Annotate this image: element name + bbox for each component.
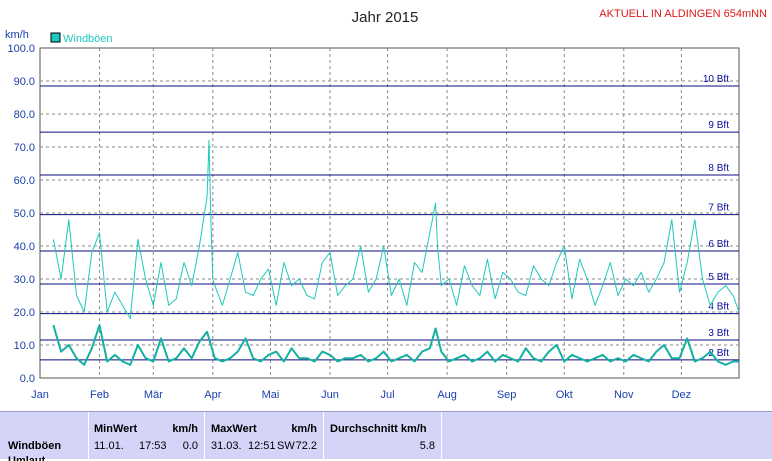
y-tick-label: 70.0 xyxy=(14,142,35,154)
x-tick-label: Nov xyxy=(614,389,634,401)
x-tick-label: Apr xyxy=(204,389,221,401)
max-value: 72.2 xyxy=(295,440,317,452)
station-label: AKTUELL IN ALDINGEN 654mNN xyxy=(599,8,767,20)
avg-header: Durchschnitt km/h xyxy=(330,423,427,435)
stats-avg-cell: Durchschnitt km/h 5.8 xyxy=(324,412,442,459)
y-tick-label: 10.0 xyxy=(14,340,35,352)
avg-value: 5.8 xyxy=(419,440,435,452)
y-tick-label: 20.0 xyxy=(14,307,35,319)
beaufort-label: 2 Bft xyxy=(708,348,729,359)
y-tick-label: 30.0 xyxy=(14,274,35,286)
chart-title: Jahr 2015 xyxy=(352,9,419,26)
max-direction: SW xyxy=(277,440,295,452)
x-tick-label: Jan xyxy=(31,389,49,401)
series-line-mean xyxy=(52,324,739,366)
stats-min-cell: MinWert km/h 11.01. 17:53 0.0 xyxy=(89,412,205,459)
y-tick-label: 0.0 xyxy=(20,373,35,385)
beaufort-label: 10 Bft xyxy=(703,74,729,85)
x-tick-label: Aug xyxy=(437,389,457,401)
series-line-windboeen xyxy=(52,139,740,320)
wind-chart: Jahr 2015 AKTUELL IN ALDINGEN 654mNN km/… xyxy=(5,8,767,401)
y-axis-label: km/h xyxy=(5,29,29,41)
x-tick-label: Mai xyxy=(262,389,280,401)
min-value: 0.0 xyxy=(182,440,198,452)
max-header: MaxWert xyxy=(211,423,257,435)
y-tick-label: 60.0 xyxy=(14,175,35,187)
min-time: 17:53 xyxy=(139,440,167,452)
beaufort-label: 6 Bft xyxy=(708,239,729,250)
max-date: 31.03. xyxy=(211,440,242,452)
y-tick-label: 40.0 xyxy=(14,241,35,253)
max-time: 12:51 xyxy=(248,440,276,452)
legend-swatch xyxy=(50,32,61,43)
min-unit: km/h xyxy=(172,423,198,435)
beaufort-label: 5 Bft xyxy=(708,272,729,283)
y-tick-label: 100.0 xyxy=(7,43,35,55)
x-tick-label: Okt xyxy=(556,389,573,401)
legend-entry: Windböen xyxy=(63,33,113,45)
x-tick-label: Jul xyxy=(381,389,395,401)
stats-row-label: Windböen xyxy=(8,440,62,452)
stats-panel: Windböen Umlaut MinWert km/h 11.01. 17:5… xyxy=(0,411,772,461)
min-date: 11.01. xyxy=(94,440,124,452)
x-tick-label: Sep xyxy=(497,389,517,401)
y-tick-label: 50.0 xyxy=(14,208,35,220)
beaufort-label: 4 Bft xyxy=(708,302,729,313)
x-tick-label: Jun xyxy=(321,389,339,401)
x-tick-label: Dez xyxy=(672,389,692,401)
y-tick-label: 80.0 xyxy=(14,109,35,121)
stats-max-cell: MaxWert km/h 31.03. 12:51 SW 72.2 xyxy=(205,412,324,459)
x-tick-label: Feb xyxy=(90,389,109,401)
y-tick-label: 90.0 xyxy=(14,76,35,88)
max-unit: km/h xyxy=(291,423,317,435)
min-header: MinWert xyxy=(94,423,138,435)
stats-row-label-cell: Windböen Umlaut xyxy=(0,412,89,461)
beaufort-label: 7 Bft xyxy=(708,203,729,214)
beaufort-label: 3 Bft xyxy=(708,328,729,339)
beaufort-label: 8 Bft xyxy=(708,163,729,174)
x-tick-label: Mär xyxy=(144,389,163,401)
stats-row-label-2: Umlaut xyxy=(8,455,46,461)
beaufort-label: 9 Bft xyxy=(708,120,729,131)
